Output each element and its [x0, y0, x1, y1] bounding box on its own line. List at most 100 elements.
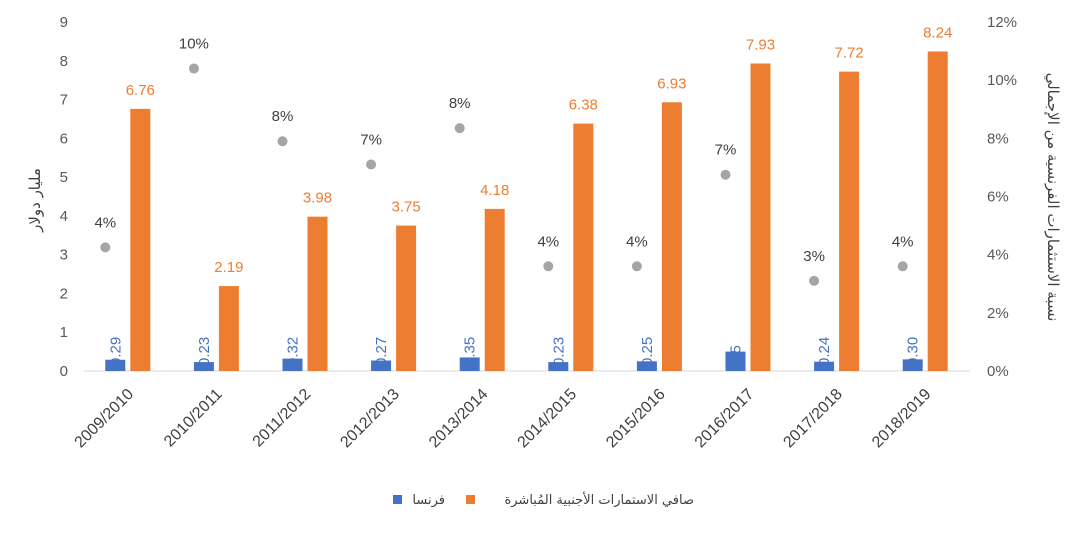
bar-france	[814, 361, 835, 371]
data-label-fdi: 6.38	[569, 97, 598, 114]
y-tick-label: 0	[60, 363, 68, 380]
y2-tick-label: 6%	[987, 189, 1009, 206]
share-point	[543, 261, 554, 272]
data-label-fdi: 7.72	[834, 45, 863, 62]
x-tick-label: 2014/2015	[515, 386, 581, 452]
data-label-fdi: 3.75	[391, 199, 420, 216]
bar-fdi	[218, 286, 239, 371]
share-point	[100, 242, 111, 253]
x-tick-label: 2018/2019	[869, 386, 935, 452]
y2-tick-label: 0%	[987, 363, 1009, 380]
share-point	[897, 261, 908, 272]
data-label-share: 8%	[449, 95, 471, 112]
bar-fdi	[661, 102, 682, 372]
x-axis-ticks: 2009/2010 2010/2011 2011/2012 2012/2013 2013…	[72, 386, 935, 452]
share-point	[720, 169, 731, 180]
bar-fdi	[927, 51, 948, 372]
data-label-share: 3%	[803, 248, 825, 265]
x-tick-label: 2015/2016	[603, 386, 669, 452]
bar-fdi	[839, 71, 860, 371]
x-tick-label: 2017/2018	[780, 386, 846, 452]
y-tick-label: 2	[60, 285, 68, 302]
y-tick-label: 5	[60, 169, 68, 186]
data-label-fdi: 3.98	[303, 190, 332, 207]
data-label-france: 0.23	[550, 337, 567, 366]
bar-france	[902, 359, 923, 371]
share-point	[366, 159, 377, 170]
y-tick-label: 8	[60, 53, 68, 70]
data-label-share: 10%	[179, 36, 209, 53]
data-label-fdi: 4.18	[480, 182, 509, 199]
data-label-share: 4%	[94, 214, 116, 231]
bar-france	[725, 351, 746, 371]
bar-france	[193, 362, 214, 371]
bar-france	[371, 360, 392, 371]
data-label-france: 0.24	[816, 337, 833, 366]
x-tick-label: 2013/2014	[426, 386, 492, 452]
data-label-share: 7%	[715, 142, 737, 159]
data-label-share: 4%	[537, 233, 559, 250]
legend: صافي الاستمارات الأجنبية المُباشرة فرنسا	[393, 491, 694, 508]
bar-france	[105, 359, 126, 371]
x-tick-label: 2010/2011	[161, 386, 226, 451]
bar-france	[548, 362, 569, 371]
y-tick-label: 9	[60, 14, 68, 31]
y2-tick-label: 4%	[987, 247, 1009, 264]
y-tick-label: 7	[60, 92, 68, 109]
data-label-france: 0.23	[196, 337, 213, 366]
data-label-france: 0.5	[728, 345, 745, 366]
bar-france	[282, 358, 303, 371]
y-tick-label: 4	[60, 208, 68, 225]
data-label-share: 4%	[626, 233, 648, 250]
y-axis-label: مليار دولار	[26, 168, 44, 233]
y2-tick-label: 12%	[987, 14, 1017, 31]
bar-france	[459, 357, 480, 371]
share-point	[631, 261, 642, 272]
data-label-fdi: 6.93	[657, 75, 686, 92]
bar-fdi	[307, 216, 328, 371]
x-tick-label: 2016/2017	[692, 386, 758, 452]
legend-label-france: فرنسا	[412, 493, 445, 508]
data-label-fdi: 7.93	[746, 36, 775, 53]
bar-fdi	[396, 225, 417, 371]
data-label-france: 0.29	[107, 337, 124, 366]
y2-axis-label: نسبة الاستثمارات الفرنسية من الإجمالي	[1043, 73, 1062, 322]
data-label-france: 0.32	[285, 337, 302, 366]
y2-axis-ticks: 0% 2% 4% 6% 8% 10% 12%	[987, 14, 1017, 380]
y-tick-label: 3	[60, 247, 68, 264]
y2-tick-label: 2%	[987, 305, 1009, 322]
y2-tick-label: 8%	[987, 130, 1009, 147]
data-label-fdi: 8.24	[923, 24, 952, 41]
y-tick-label: 1	[60, 324, 68, 341]
legend-swatch-france	[393, 495, 402, 504]
bar-france	[636, 361, 657, 371]
data-label-fdi: 6.76	[126, 82, 155, 99]
data-label-share: 8%	[272, 108, 294, 125]
bar-fdi	[484, 208, 505, 371]
legend-swatch-fdi	[466, 495, 475, 504]
share-point	[188, 63, 199, 74]
bar-fdi	[573, 123, 594, 371]
share-point	[809, 275, 820, 286]
y2-tick-label: 10%	[987, 72, 1017, 89]
share-point	[454, 123, 465, 134]
data-label-france: 0.35	[462, 337, 479, 366]
bar-fdi	[750, 63, 771, 372]
data-label-france: 0.30	[905, 337, 922, 366]
data-label-share: 4%	[892, 233, 914, 250]
data-label-fdi: 2.19	[214, 259, 243, 276]
data-label-share: 7%	[360, 132, 382, 149]
y-axis-ticks: 0 1 2 3 4 5 6 7 8 9	[60, 14, 68, 380]
bars: 0.29 6.76 0.23 2.19 0.32 3.98 0.27 3.75 0.35 4.18…	[105, 24, 952, 372]
y-tick-label: 6	[60, 130, 68, 147]
x-tick-label: 2011/2012	[250, 386, 315, 451]
data-label-france: 0.25	[639, 337, 656, 366]
data-label-france: 0.27	[373, 337, 390, 366]
bar-fdi	[130, 108, 151, 372]
share-point	[277, 136, 288, 147]
x-tick-label: 2009/2010	[72, 386, 138, 452]
legend-label-fdi: صافي الاستمارات الأجنبية المُباشرة	[504, 491, 694, 508]
points: 4% 10% 8% 7% 8% 4% 4% 7% 3% 4%	[94, 36, 914, 286]
x-tick-label: 2012/2013	[337, 386, 403, 452]
